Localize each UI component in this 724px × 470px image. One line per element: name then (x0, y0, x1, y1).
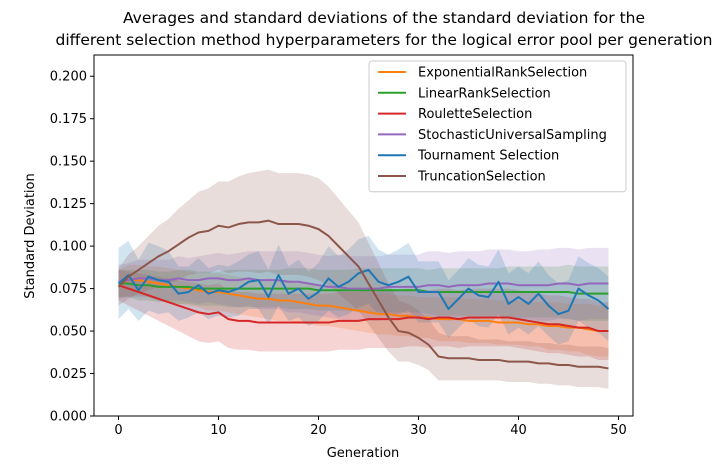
legend-label-stochasticuniversalsampling: StochasticUniversalSampling (418, 128, 607, 143)
mean-line-tournament-selection (117, 268, 610, 316)
y-tick-label: 0.050 (50, 325, 87, 340)
y-axis: 0.000 0.025 0.050 0.075 0.100 0.125 0.150 0.175… (50, 70, 94, 425)
y-tick-label: 0.200 (50, 70, 87, 85)
x-tick-label: 40 (510, 423, 527, 438)
y-tick-label: 0.175 (50, 112, 87, 127)
x-axis: 0 10 20 30 40 50 (114, 416, 627, 438)
x-tick-label: 20 (310, 423, 327, 438)
legend-label-rouletteselection: RouletteSelection (418, 107, 532, 122)
x-tick-label: 30 (410, 423, 427, 438)
chart-title-line-2: different selection method hyperparamete… (56, 31, 713, 49)
mean-line-truncationselection (117, 219, 609, 370)
x-axis-label: Generation (327, 446, 400, 461)
y-tick-label: 0.150 (50, 155, 87, 170)
std-band-stochasticuniversalsampling (118, 247, 609, 321)
legend: ExponentialRankSelection LinearRankSelect… (368, 60, 627, 193)
chart-title-line-1: Averages and standard deviations of the … (123, 9, 645, 27)
x-tick-label: 10 (210, 423, 227, 438)
mean-line-linearrankselection (118, 282, 609, 295)
mean-line-rouletteselection (118, 284, 609, 333)
y-tick-label: 0.125 (50, 197, 87, 212)
mean-line-stochasticuniversalsampling (118, 277, 609, 290)
y-tick-label: 0.025 (50, 367, 87, 382)
mean-line-exponentialrankselection (118, 279, 609, 333)
legend-box (368, 60, 627, 193)
y-tick-label: 0.100 (50, 240, 87, 255)
mean-lines (117, 219, 610, 370)
y-tick-label: 0.000 (50, 410, 87, 425)
x-tick-label: 0 (114, 423, 122, 438)
legend-label-tournament-selection: Tournament Selection (417, 149, 559, 164)
x-tick-label: 50 (610, 423, 627, 438)
legend-label-linearrankselection: LinearRankSelection (418, 86, 551, 101)
y-tick-label: 0.075 (50, 282, 87, 297)
legend-label-exponentialrankselection: ExponentialRankSelection (418, 66, 587, 81)
plot-area-frame (93, 54, 634, 417)
y-axis-label: Standard Deviation (23, 173, 38, 298)
legend-label-truncationselection: TruncationSelection (417, 170, 546, 185)
